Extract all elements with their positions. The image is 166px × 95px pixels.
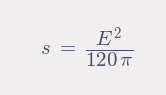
Text: $s \ = \ \dfrac{E^{2}}{120\,\pi}$: $s \ = \ \dfrac{E^{2}}{120\,\pi}$	[40, 25, 133, 70]
